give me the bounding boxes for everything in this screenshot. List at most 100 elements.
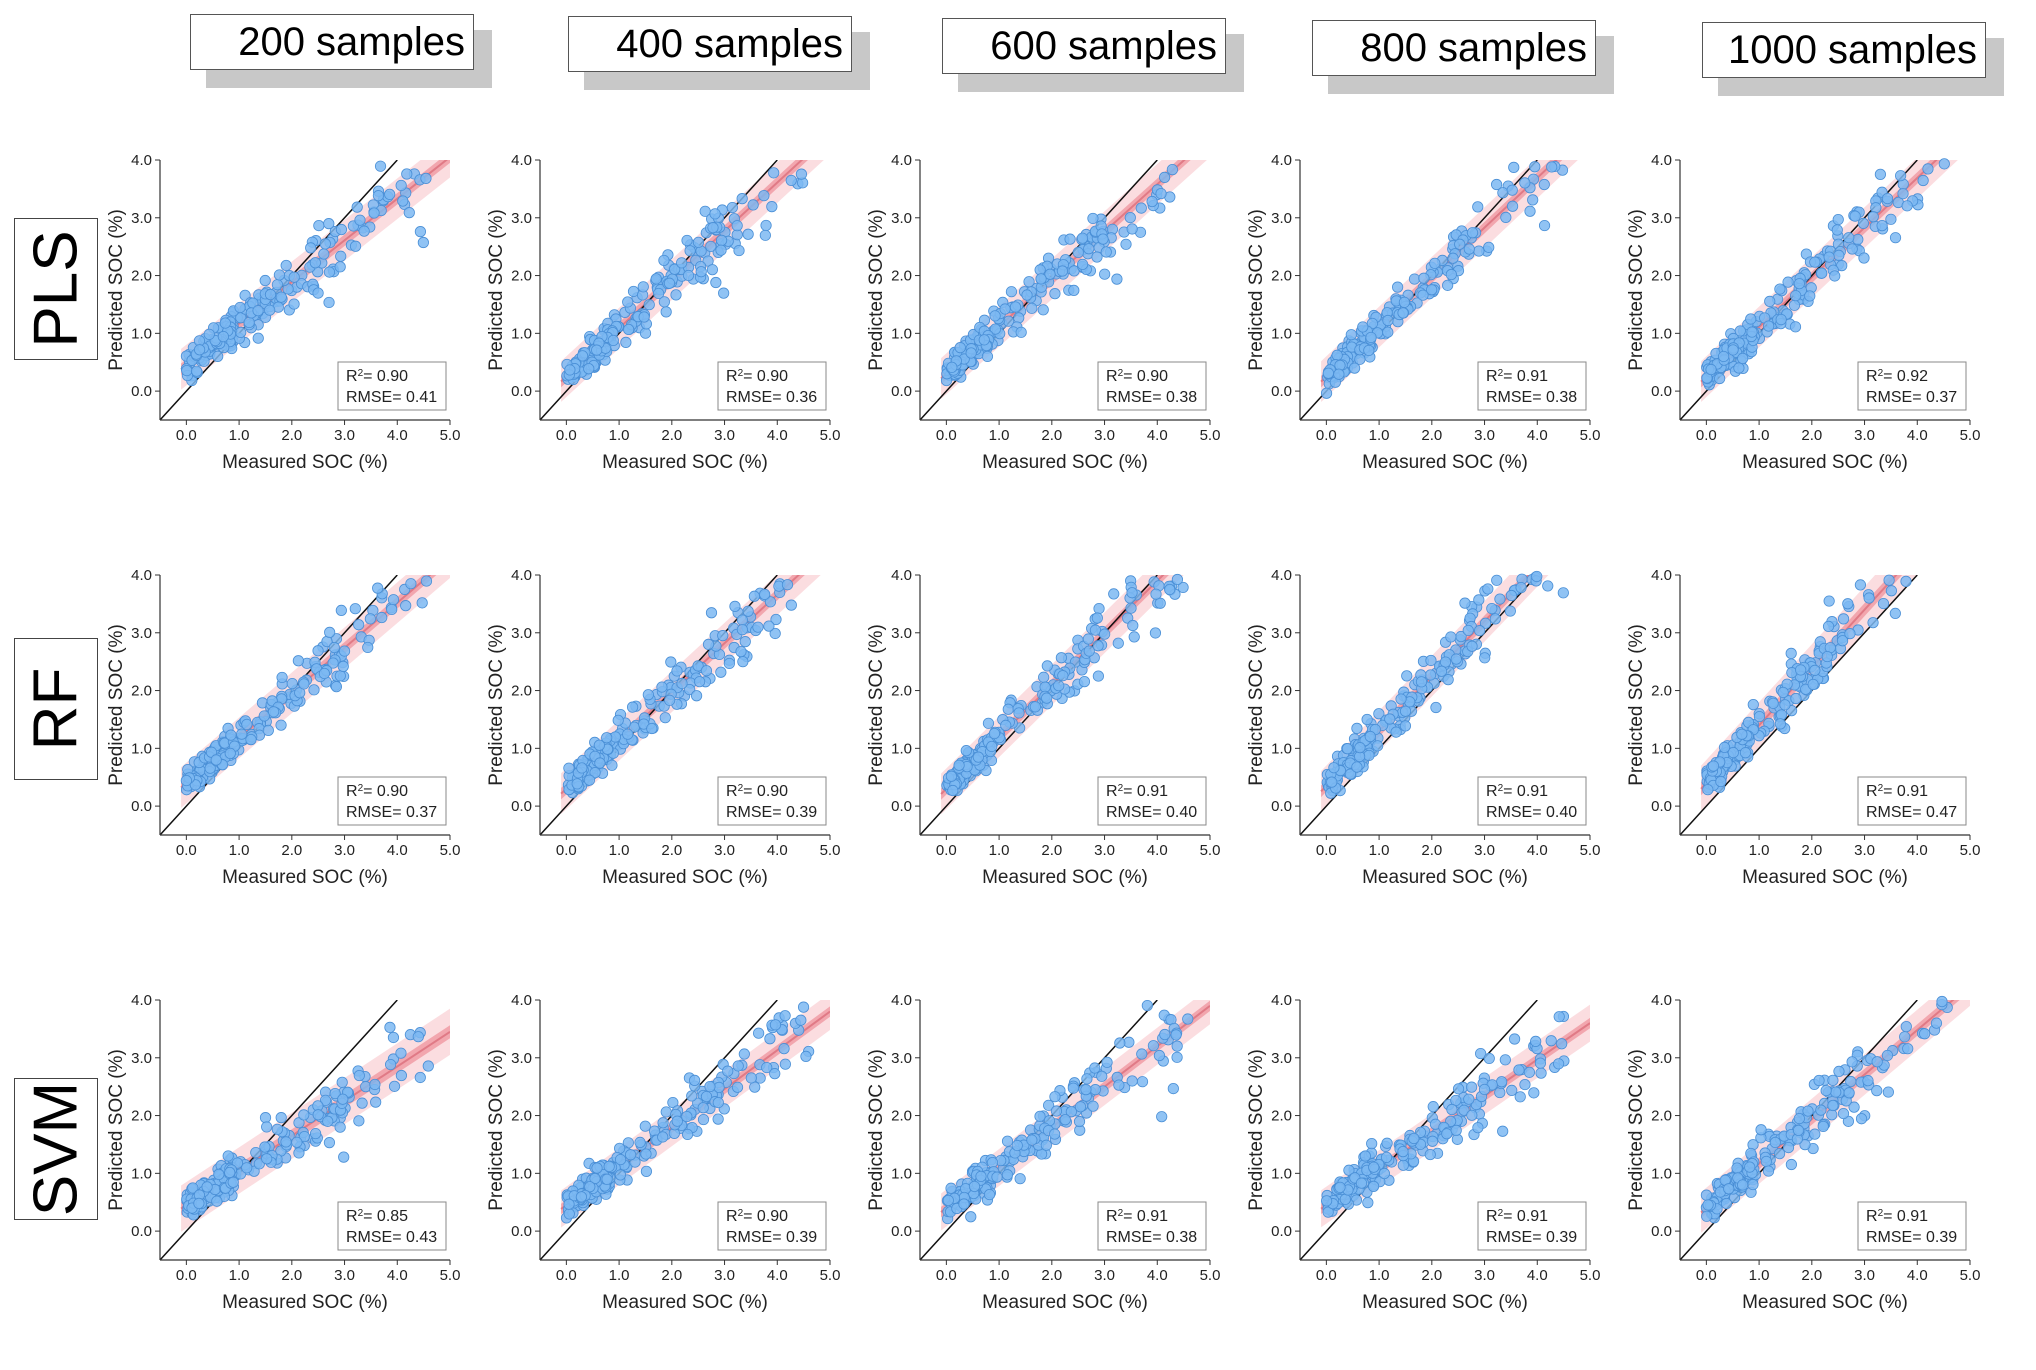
data-point — [328, 641, 340, 654]
stats-box — [1097, 361, 1207, 411]
data-point — [745, 1072, 757, 1084]
data-point — [657, 1117, 669, 1129]
data-point — [1450, 653, 1462, 665]
data-point — [312, 287, 324, 299]
data-point — [1447, 252, 1459, 264]
data-point — [1034, 1110, 1046, 1122]
data-point — [1827, 1074, 1839, 1086]
data-point — [395, 1069, 407, 1082]
x-axis-label: Measured SOC (%) — [982, 1292, 1148, 1313]
data-point — [1397, 1159, 1409, 1171]
data-point — [1425, 654, 1437, 667]
data-point — [778, 1043, 790, 1055]
x-tick-label: 3.0 — [1854, 1267, 1875, 1284]
data-point — [370, 1096, 382, 1108]
rmse-label: RMSE= 0.36 — [726, 389, 817, 406]
row-header-label: SVM — [21, 1081, 91, 1217]
x-tick-label: 5.0 — [820, 842, 841, 859]
data-point — [1392, 281, 1404, 293]
data-point — [1900, 1021, 1912, 1033]
x-tick-label: 5.0 — [440, 842, 461, 859]
data-point — [965, 347, 977, 359]
scatter-points — [181, 1021, 434, 1221]
data-point — [1049, 1091, 1061, 1103]
data-point — [1899, 1031, 1911, 1043]
data-point — [1494, 593, 1506, 605]
data-point — [1125, 602, 1137, 614]
data-point — [1474, 625, 1486, 637]
data-point — [1159, 1028, 1171, 1041]
scatter-panel-svm-1000: 0.0 1.0 2.0 3.0 4.0 5.0 0.0 1.0 2.0 3.0 4.0 Measure… — [1626, 992, 1980, 1313]
data-point — [1842, 598, 1854, 610]
data-point — [1777, 686, 1789, 699]
data-point — [690, 690, 703, 702]
data-point — [1775, 313, 1787, 326]
x-tick-label: 1.0 — [1369, 427, 1390, 444]
data-point — [1846, 1056, 1858, 1068]
x-axis-label: Measured SOC (%) — [1742, 452, 1908, 473]
x-axis-label: Measured SOC (%) — [602, 452, 768, 473]
data-point — [978, 334, 990, 346]
data-point — [1764, 295, 1776, 307]
x-tick-label: 3.0 — [714, 1267, 735, 1284]
data-point — [318, 248, 330, 260]
data-point — [1489, 613, 1501, 625]
scatter-panel-pls-400: 0.0 1.0 2.0 3.0 4.0 5.0 0.0 1.0 2.0 3.0 4.0 Measure… — [486, 152, 840, 473]
x-tick-label: 2.0 — [1421, 842, 1442, 859]
data-point — [1373, 708, 1385, 720]
data-point — [1059, 1114, 1071, 1126]
data-point — [1854, 579, 1867, 591]
data-point — [1074, 1101, 1087, 1113]
data-point — [1466, 1109, 1478, 1121]
data-point — [670, 289, 682, 301]
data-point — [403, 207, 415, 219]
data-point — [1746, 326, 1758, 338]
r2-label: R2= 0.91 — [1866, 783, 1928, 801]
r2-label: R2= 0.90 — [346, 783, 408, 801]
y-tick-label: 2.0 — [511, 268, 532, 285]
data-point — [1399, 720, 1412, 732]
y-axis-label: Predicted SOC (%) — [866, 1049, 887, 1211]
y-tick-label: 3.0 — [1271, 1050, 1292, 1067]
data-point — [364, 613, 376, 625]
data-point — [386, 603, 398, 616]
data-point — [336, 1076, 348, 1088]
stats-box — [337, 361, 447, 411]
scatter-panel-pls-600: 0.0 1.0 2.0 3.0 4.0 5.0 0.0 1.0 2.0 3.0 4.0 Measure… — [866, 152, 1221, 473]
data-point — [1881, 192, 1894, 205]
data-point — [643, 299, 655, 311]
data-point — [1849, 210, 1861, 222]
x-tick-label: 5.0 — [1200, 427, 1221, 444]
data-point — [338, 645, 351, 657]
data-point — [991, 1171, 1003, 1183]
data-point — [1065, 1106, 1077, 1118]
data-point — [1496, 1076, 1508, 1088]
data-point — [1705, 363, 1717, 376]
data-point — [1049, 288, 1061, 300]
y-tick-label: 3.0 — [891, 625, 912, 642]
data-point — [1099, 268, 1111, 280]
x-tick-label: 4.0 — [1907, 427, 1928, 444]
y-tick-label: 3.0 — [1651, 1050, 1672, 1067]
data-point — [968, 1180, 981, 1193]
y-tick-label: 2.0 — [131, 1108, 152, 1125]
y-tick-label: 4.0 — [131, 152, 152, 169]
x-tick-label: 4.0 — [1147, 427, 1168, 444]
data-point — [1793, 1113, 1805, 1125]
data-point — [1876, 220, 1888, 232]
x-tick-label: 0.0 — [936, 427, 957, 444]
data-point — [797, 1001, 810, 1013]
data-point — [1397, 307, 1409, 319]
data-point — [718, 287, 730, 299]
data-point — [1128, 631, 1140, 643]
data-point — [1767, 697, 1779, 709]
column-header-label: 200 samples — [190, 14, 474, 70]
x-tick-label: 2.0 — [661, 427, 682, 444]
data-point — [1843, 232, 1855, 244]
data-point — [1513, 1064, 1525, 1076]
data-point — [1384, 713, 1396, 725]
data-point — [1363, 749, 1375, 762]
data-point — [1827, 1099, 1839, 1112]
data-point — [1382, 326, 1394, 338]
data-point — [1092, 670, 1104, 682]
